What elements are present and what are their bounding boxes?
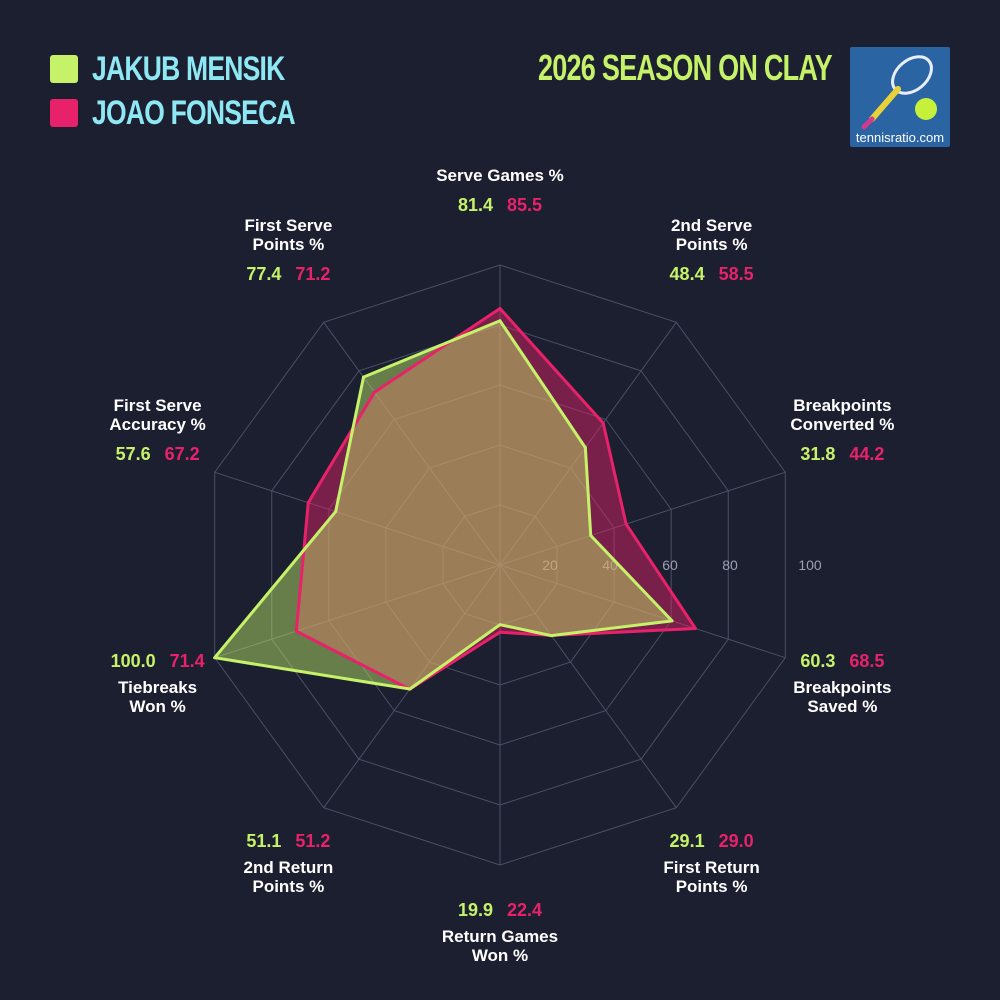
value-player2: 22.4 bbox=[507, 900, 543, 920]
value-player2: 44.2 bbox=[849, 443, 885, 464]
data-point-player2 bbox=[372, 390, 376, 394]
axis-label: First Serve Accuracy % bbox=[109, 395, 206, 434]
grid-spoke bbox=[499, 564, 677, 808]
legend-item-player2: JOAO FONSECA bbox=[50, 91, 352, 135]
grid-spoke bbox=[323, 322, 501, 566]
legend-item-player1: JAKUB MENSIK bbox=[50, 47, 352, 91]
grid-spoke bbox=[499, 471, 786, 566]
axis-label: 2nd Serve Points % bbox=[670, 215, 753, 254]
axis-values: 31.8 44.2 bbox=[742, 444, 942, 465]
data-point-player1 bbox=[362, 375, 366, 379]
axis-values: 29.1 29.0 bbox=[612, 831, 812, 852]
tick-label: 60 bbox=[662, 557, 678, 573]
tick-label: 100 bbox=[798, 557, 822, 573]
value-player2: 68.5 bbox=[849, 651, 885, 672]
data-point-player2 bbox=[294, 629, 298, 633]
axis-label: First Return Points % bbox=[663, 858, 760, 897]
axis-label: Breakpoints Saved % bbox=[793, 678, 892, 717]
value-player1: 48.4 bbox=[669, 263, 705, 284]
value-player1: 81.4 bbox=[457, 195, 493, 215]
data-point-player2 bbox=[624, 522, 628, 526]
data-point-player2 bbox=[498, 307, 502, 310]
data-point-player1 bbox=[213, 656, 217, 660]
grid-spoke bbox=[499, 322, 677, 566]
grid-spoke bbox=[214, 471, 501, 566]
axis-label: 2nd Return Points % bbox=[243, 858, 334, 897]
data-point-player1 bbox=[549, 634, 553, 638]
legend: JAKUB MENSIK JOAO FONSECA bbox=[50, 47, 352, 135]
data-point-player1 bbox=[589, 534, 593, 538]
data-point-player1 bbox=[334, 510, 338, 514]
value-player2: 67.2 bbox=[164, 443, 200, 464]
tennis-racket-ball-icon bbox=[861, 55, 937, 130]
chart-title: 2026 SEASON ON CLAY bbox=[538, 47, 833, 88]
value-player1: 31.8 bbox=[800, 443, 836, 464]
value-player1: 60.3 bbox=[800, 651, 836, 672]
value-player1: 19.9 bbox=[457, 900, 493, 920]
axis-values: 48.4 58.5 bbox=[612, 264, 812, 285]
tennisratio-logo: tennisratio.com bbox=[850, 47, 950, 147]
value-player2: 85.5 bbox=[507, 195, 543, 215]
data-point-player1 bbox=[498, 623, 502, 627]
series-area-player1 bbox=[214, 320, 673, 690]
data-point-player1 bbox=[583, 446, 587, 450]
series-area-player2 bbox=[296, 308, 696, 690]
axis-values: 60.3 68.5 bbox=[742, 651, 942, 672]
axis-values: 51.1 51.2 bbox=[188, 831, 388, 852]
value-player2: 71.4 bbox=[169, 651, 205, 672]
value-player1: 77.4 bbox=[246, 263, 282, 284]
legend-swatch-player2 bbox=[50, 99, 78, 127]
value-player2: 58.5 bbox=[718, 263, 754, 284]
grid-spoke bbox=[214, 564, 501, 659]
axis-label: Serve Games % bbox=[436, 166, 564, 185]
data-point-player1 bbox=[670, 619, 674, 623]
data-point-player2 bbox=[306, 501, 310, 505]
value-player2: 51.2 bbox=[295, 831, 331, 852]
value-player2: 71.2 bbox=[295, 263, 331, 284]
axis-values: 77.4 71.2 bbox=[188, 264, 388, 285]
data-point-player2 bbox=[693, 627, 697, 631]
legend-label-player1: JAKUB MENSIK bbox=[92, 49, 285, 88]
data-point-player2 bbox=[498, 630, 502, 634]
legend-swatch-player1 bbox=[50, 55, 78, 83]
tick-label: 20 bbox=[542, 557, 558, 573]
axis-values: 100.0 71.4 bbox=[58, 651, 258, 672]
axis-label: Tiebreaks Won % bbox=[118, 678, 198, 717]
value-player2: 29.0 bbox=[718, 831, 754, 852]
value-player1: 29.1 bbox=[669, 831, 705, 852]
data-point-player2 bbox=[601, 421, 605, 425]
axis-label: First Serve Points % bbox=[244, 215, 333, 254]
value-player1: 51.1 bbox=[246, 831, 282, 852]
data-point-player1 bbox=[498, 319, 502, 323]
axis-label: Return Games Won % bbox=[441, 927, 559, 965]
value-player1: 57.6 bbox=[115, 443, 151, 464]
data-point-player1 bbox=[408, 687, 412, 691]
axis-label: Breakpoints Converted % bbox=[790, 395, 895, 434]
tick-label: 80 bbox=[722, 557, 738, 573]
axis-values: 19.9 22.4 bbox=[400, 900, 600, 921]
legend-label-player2: JOAO FONSECA bbox=[92, 93, 296, 132]
value-player1: 100.0 bbox=[110, 651, 156, 672]
axis-values: 57.6 67.2 bbox=[58, 444, 258, 465]
axis-values: 81.4 85.5 bbox=[400, 195, 600, 216]
grid-spoke bbox=[499, 564, 786, 659]
logo-text: tennisratio.com bbox=[855, 130, 945, 145]
